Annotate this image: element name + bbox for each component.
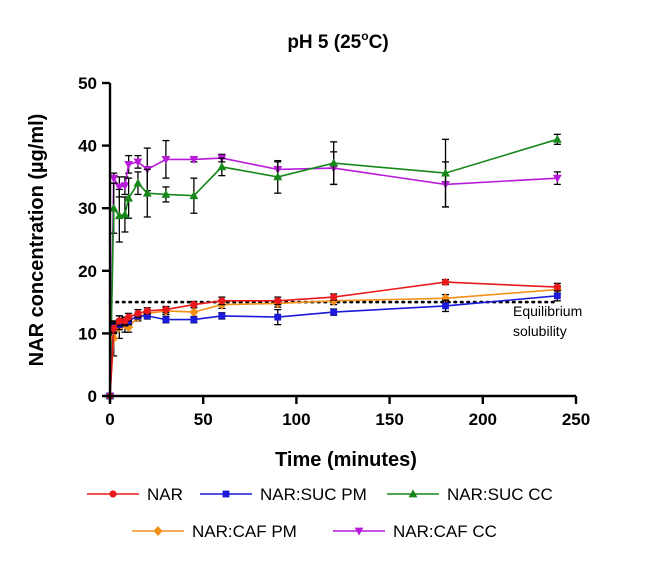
data-point — [218, 312, 226, 320]
data-point — [218, 297, 226, 305]
data-point — [120, 209, 130, 218]
reference-line-label-1: Equilibrium — [513, 303, 582, 319]
legend-item-nar-caf-cc: NAR:CAF CC — [333, 522, 497, 541]
legend-item-nar-caf-pm: NAR:CAF PM — [132, 522, 297, 541]
series-nar-suc-cc — [105, 133, 562, 400]
data-point — [161, 155, 171, 164]
reference-line-label-2: solubility — [513, 323, 567, 339]
data-point — [110, 324, 118, 332]
data-point — [133, 178, 143, 187]
data-point — [114, 183, 124, 192]
data-point — [143, 307, 151, 315]
y-tick-label: 30 — [78, 199, 97, 218]
chart-title-end: C) — [369, 32, 389, 53]
series-nar-suc-pm — [106, 290, 561, 400]
legend-label: NAR — [147, 485, 183, 504]
y-tick-label: 40 — [78, 137, 97, 156]
data-point — [273, 172, 283, 181]
data-point — [133, 158, 143, 167]
x-tick-label: 250 — [562, 410, 590, 429]
data-point — [124, 160, 134, 169]
x-tick-label: 50 — [194, 410, 213, 429]
legend-label: NAR:SUC CC — [447, 485, 553, 504]
series-nar — [106, 278, 561, 400]
data-point — [161, 189, 171, 198]
legend-label: NAR:SUC PM — [260, 485, 367, 504]
legend-swatch-marker — [222, 490, 230, 498]
data-point — [217, 162, 227, 171]
data-point — [162, 316, 170, 324]
data-point — [441, 168, 450, 177]
data-point — [330, 293, 338, 301]
data-point — [109, 174, 119, 183]
legend-item-nar-suc-pm: NAR:SUC PM — [200, 485, 367, 504]
legend-label: NAR:CAF CC — [393, 522, 497, 541]
data-point — [189, 307, 199, 318]
plot-area: 0 10 20 30 40 50 0 50 100 150 200 250 — [78, 74, 590, 429]
data-point — [190, 301, 198, 309]
data-point — [189, 155, 199, 164]
data-point — [142, 188, 152, 197]
data-point — [162, 306, 170, 314]
y-tick-label: 50 — [78, 74, 97, 93]
data-point — [190, 316, 198, 324]
data-point — [125, 313, 133, 321]
data-point — [120, 182, 130, 191]
chart-title: pH 5 (25oC) — [287, 29, 388, 53]
data-point — [115, 317, 123, 325]
legend-label: NAR:CAF PM — [192, 522, 297, 541]
y-axis-title: NAR concentration (µg/ml) — [26, 114, 48, 367]
data-point — [143, 312, 151, 320]
data-point — [274, 297, 282, 305]
legend-item-nar-suc-cc: NAR:SUC CC — [387, 485, 553, 504]
x-tick-label: 0 — [105, 410, 114, 429]
legend: NAR NAR:SUC PM NAR:SUC CC NAR:CAF PM NAR:CAF… — [87, 485, 553, 541]
data-point — [442, 302, 449, 310]
series-line — [109, 157, 558, 397]
data-point — [553, 292, 561, 300]
legend-swatch-marker — [354, 527, 364, 536]
legend-swatch-marker — [109, 490, 117, 498]
data-point — [552, 134, 562, 143]
x-tick-label: 100 — [282, 410, 310, 429]
x-axis-title: Time (minutes) — [275, 449, 417, 471]
data-point — [134, 309, 142, 317]
data-point — [552, 174, 562, 183]
x-tick-label: 150 — [375, 410, 403, 429]
data-point — [109, 203, 119, 212]
x-tick-label: 200 — [469, 410, 497, 429]
data-point — [189, 191, 199, 200]
y-tick-label: 10 — [78, 324, 97, 343]
data-point — [124, 193, 134, 202]
legend-swatch-marker — [153, 526, 163, 536]
data-point — [329, 158, 339, 167]
data-point — [441, 278, 450, 286]
data-point — [330, 308, 338, 316]
legend-item-nar: NAR — [87, 485, 183, 504]
chart-title-superscript: o — [361, 29, 368, 43]
data-point — [274, 313, 282, 321]
data-point — [553, 283, 561, 291]
y-tick-label: 20 — [78, 262, 97, 281]
y-tick-label: 0 — [88, 387, 97, 406]
legend-swatch-marker — [408, 489, 418, 498]
